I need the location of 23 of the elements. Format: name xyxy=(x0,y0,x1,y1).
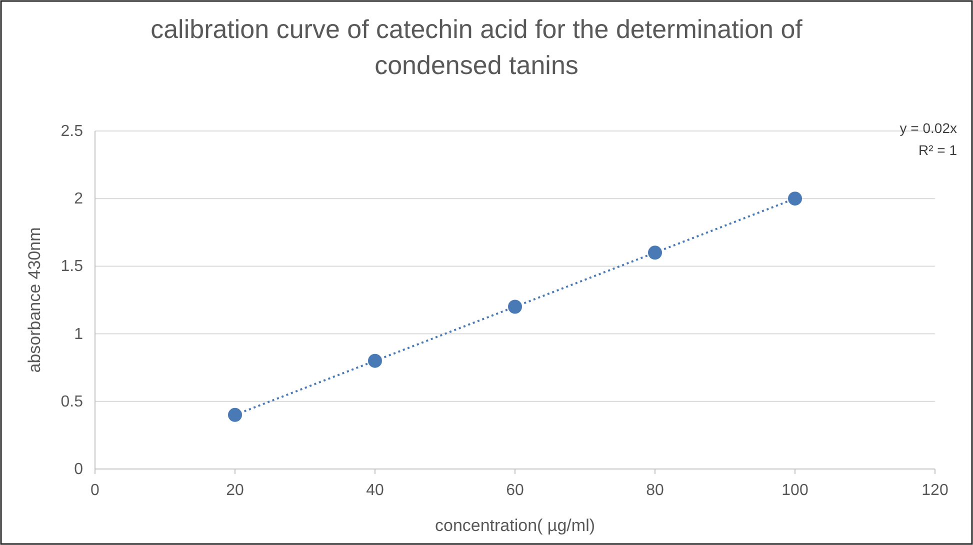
x-tick-label: 20 xyxy=(226,482,244,499)
point xyxy=(508,300,522,314)
x-axis-title: concentration( µg/ml) xyxy=(434,516,596,535)
y-tick-label: 1 xyxy=(74,326,84,343)
y-tick-label: 2 xyxy=(74,190,84,208)
chart-title: calibration curve of catechin acid for the determination of condensed tanins xyxy=(150,14,804,80)
x-tick-label: 100 xyxy=(782,482,808,499)
point xyxy=(788,192,802,206)
annotation: R² = 1 xyxy=(918,142,958,158)
y-axis-title: absorbance 430nm xyxy=(25,227,44,373)
x-tick-label: 120 xyxy=(922,482,948,499)
point xyxy=(368,354,382,368)
x-tick-label: 80 xyxy=(646,482,664,499)
y-tick-label: 0.5 xyxy=(60,393,84,410)
x-tick-label: 0 xyxy=(90,482,100,499)
y-tick-label: 0 xyxy=(74,461,84,478)
point xyxy=(228,408,242,422)
annotation: y = 0.02x xyxy=(900,120,957,136)
x-tick-label: 60 xyxy=(506,482,524,499)
x-tick-label: 40 xyxy=(366,482,384,499)
y-tick-label: 1.5 xyxy=(60,258,84,276)
point xyxy=(648,246,662,260)
y-tick-label: 2.5 xyxy=(60,123,84,140)
